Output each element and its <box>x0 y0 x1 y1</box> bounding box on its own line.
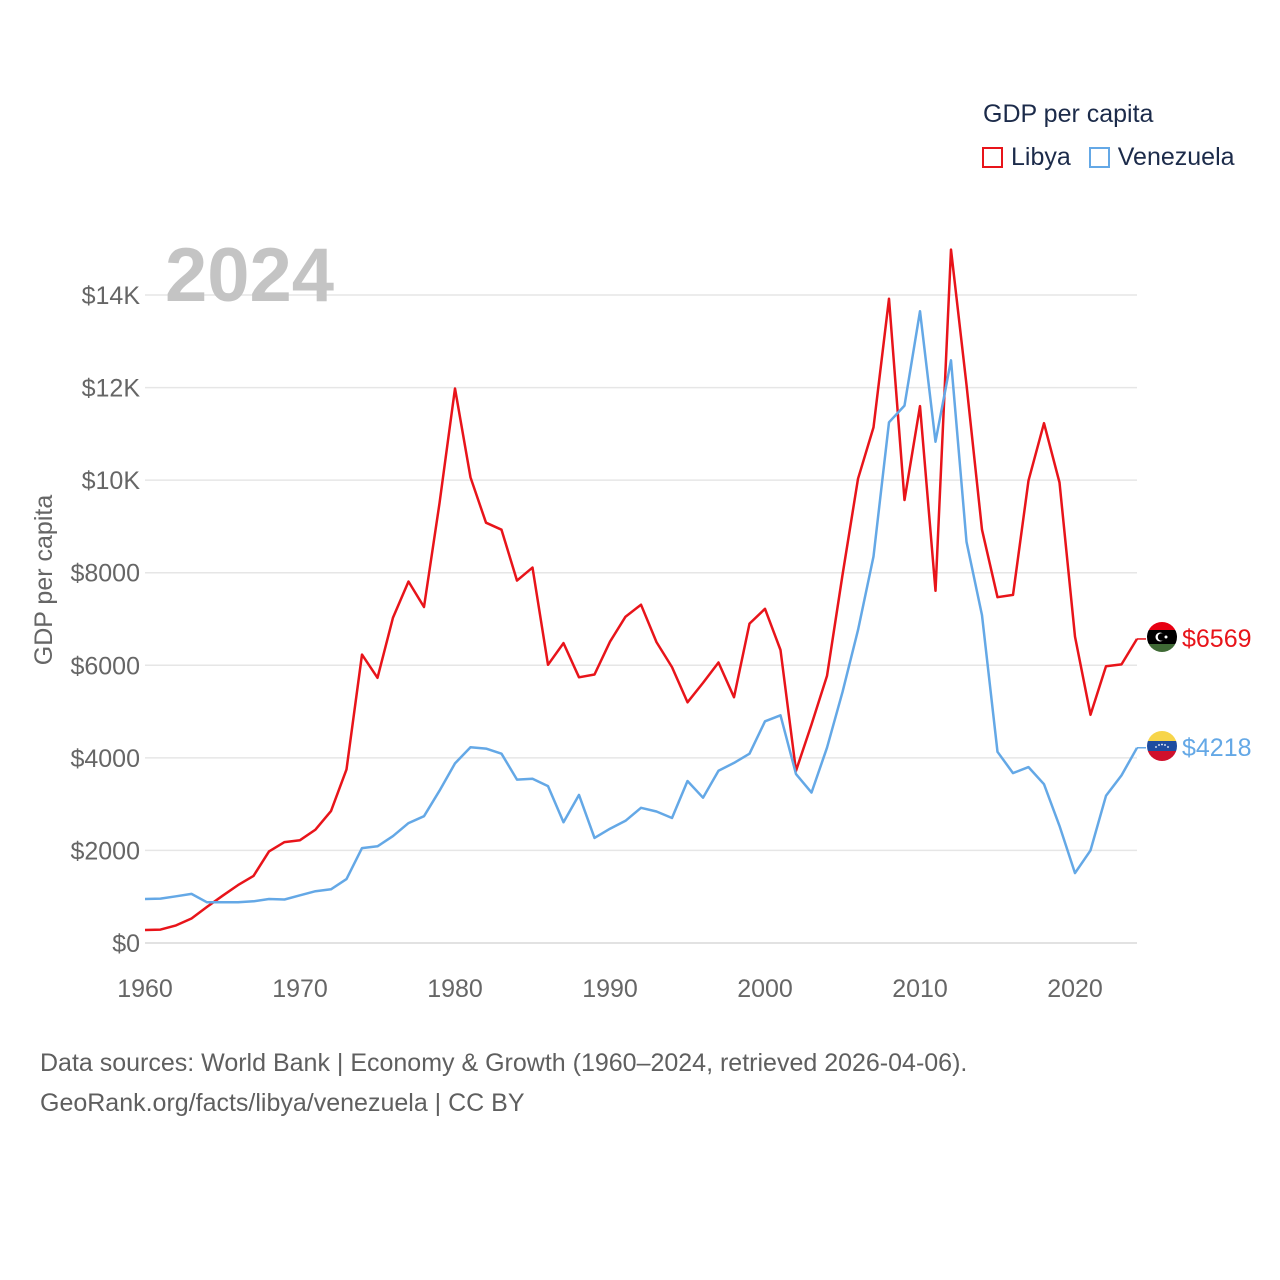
end-label-libya: $6569 <box>1182 625 1252 653</box>
series-line-venezuela <box>144 309 1139 904</box>
x-tick-label: 1970 <box>272 975 328 1003</box>
y-tick-label: $4000 <box>70 745 140 773</box>
y-tick-label: $2000 <box>70 837 140 865</box>
source-line-1: Data sources: World Bank | Economy & Gro… <box>40 1049 968 1077</box>
x-tick-label: 1980 <box>427 975 483 1003</box>
series-end-labels: $6569 $4218 <box>1182 625 1252 762</box>
x-tick-label: 2010 <box>892 975 948 1003</box>
series-line-libya <box>144 248 1139 932</box>
series-lines <box>144 248 1146 932</box>
y-tick-label: $10K <box>82 467 141 495</box>
gridlines <box>145 294 1137 944</box>
legend-item-venezuela[interactable]: Venezuela <box>1088 143 1235 172</box>
year-label: 2024 <box>165 233 335 318</box>
y-tick-label: $0 <box>112 930 140 958</box>
x-tick-label: 1960 <box>117 975 173 1003</box>
legend-item-libya[interactable]: Libya <box>982 143 1071 172</box>
x-tick-label: 2000 <box>737 975 793 1003</box>
libya-flag-icon <box>1147 622 1177 652</box>
venezuela-flag-icon <box>1147 731 1177 761</box>
legend-label-libya: Libya <box>1011 143 1071 171</box>
y-tick-label: $6000 <box>70 652 140 680</box>
source-line-2[interactable]: GeoRank.org/facts/libya/venezuela | CC B… <box>40 1089 525 1117</box>
legend-swatch-venezuela <box>1088 147 1110 168</box>
legend-title: GDP per capita <box>983 100 1154 128</box>
x-axis-ticks: 1960 1970 1980 1990 2000 2010 2020 <box>117 975 1103 1003</box>
y-tick-label: $12K <box>82 375 141 403</box>
legend-swatch-libya <box>982 147 1003 168</box>
y-tick-label: $8000 <box>70 560 140 588</box>
source-note: Data sources: World Bank | Economy & Gro… <box>40 1043 967 1123</box>
y-axis-label: GDP per capita <box>30 495 58 666</box>
end-label-venezuela: $4218 <box>1182 734 1252 762</box>
y-axis-ticks: $0 $2000 $4000 $6000 $8000 $10K $12K $14K <box>70 282 140 958</box>
y-tick-label: $14K <box>82 282 141 310</box>
x-tick-label: 2020 <box>1047 975 1103 1003</box>
legend: Libya Venezuela <box>982 143 1253 172</box>
x-tick-label: 1990 <box>582 975 638 1003</box>
legend-label-venezuela: Venezuela <box>1117 143 1235 171</box>
